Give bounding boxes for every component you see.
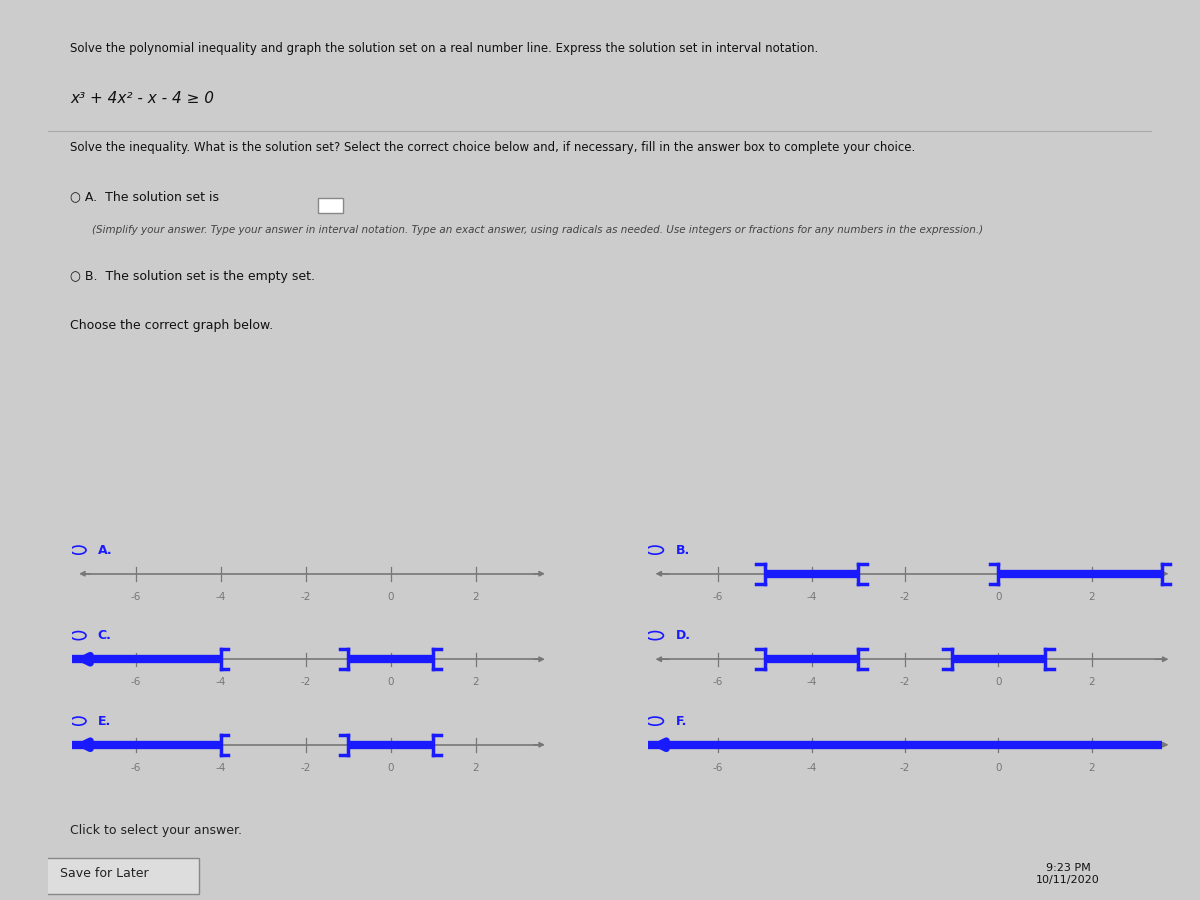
Text: 2: 2 bbox=[473, 762, 479, 773]
Text: -6: -6 bbox=[713, 592, 724, 602]
Text: F.: F. bbox=[676, 715, 688, 727]
Text: -2: -2 bbox=[300, 677, 311, 688]
Text: 2: 2 bbox=[473, 592, 479, 602]
Text: D.: D. bbox=[676, 629, 691, 642]
Text: ○ A.  The solution set is: ○ A. The solution set is bbox=[70, 190, 220, 203]
Text: 0: 0 bbox=[388, 592, 394, 602]
Text: -6: -6 bbox=[131, 592, 140, 602]
Text: 0: 0 bbox=[995, 762, 1002, 773]
Text: ○ B.  The solution set is the empty set.: ○ B. The solution set is the empty set. bbox=[70, 270, 316, 283]
FancyBboxPatch shape bbox=[46, 858, 199, 895]
FancyBboxPatch shape bbox=[318, 198, 343, 212]
Text: C.: C. bbox=[97, 629, 112, 642]
Text: -4: -4 bbox=[216, 677, 226, 688]
Text: Choose the correct graph below.: Choose the correct graph below. bbox=[70, 319, 274, 332]
Text: Save for Later: Save for Later bbox=[60, 868, 149, 880]
Text: 9:23 PM
10/11/2020: 9:23 PM 10/11/2020 bbox=[1036, 863, 1100, 885]
Text: E.: E. bbox=[97, 715, 110, 727]
Text: -2: -2 bbox=[300, 762, 311, 773]
Text: A.: A. bbox=[97, 544, 112, 556]
Text: -2: -2 bbox=[900, 677, 910, 688]
Text: -4: -4 bbox=[216, 592, 226, 602]
Text: 2: 2 bbox=[1088, 762, 1096, 773]
Text: -2: -2 bbox=[300, 592, 311, 602]
Text: 2: 2 bbox=[1088, 592, 1096, 602]
Text: 0: 0 bbox=[388, 762, 394, 773]
Text: Click to select your answer.: Click to select your answer. bbox=[70, 824, 242, 837]
Text: (Simplify your answer. Type your answer in interval notation. Type an exact answ: (Simplify your answer. Type your answer … bbox=[92, 225, 983, 235]
Text: -4: -4 bbox=[806, 592, 817, 602]
Text: -6: -6 bbox=[713, 677, 724, 688]
Text: 2: 2 bbox=[1088, 677, 1096, 688]
Text: -6: -6 bbox=[713, 762, 724, 773]
Text: -6: -6 bbox=[131, 762, 140, 773]
Text: -4: -4 bbox=[806, 677, 817, 688]
Text: 0: 0 bbox=[995, 592, 1002, 602]
Text: Solve the polynomial inequality and graph the solution set on a real number line: Solve the polynomial inequality and grap… bbox=[70, 41, 818, 55]
Text: -4: -4 bbox=[806, 762, 817, 773]
Text: 2: 2 bbox=[473, 677, 479, 688]
Text: 0: 0 bbox=[388, 677, 394, 688]
Text: -6: -6 bbox=[131, 677, 140, 688]
Text: B.: B. bbox=[676, 544, 690, 556]
Text: Solve the inequality. What is the solution set? Select the correct choice below : Solve the inequality. What is the soluti… bbox=[70, 140, 916, 154]
Text: 0: 0 bbox=[995, 677, 1002, 688]
Text: -4: -4 bbox=[216, 762, 226, 773]
Text: -2: -2 bbox=[900, 762, 910, 773]
Text: -2: -2 bbox=[900, 592, 910, 602]
Text: x³ + 4x² - x - 4 ≥ 0: x³ + 4x² - x - 4 ≥ 0 bbox=[70, 92, 214, 106]
